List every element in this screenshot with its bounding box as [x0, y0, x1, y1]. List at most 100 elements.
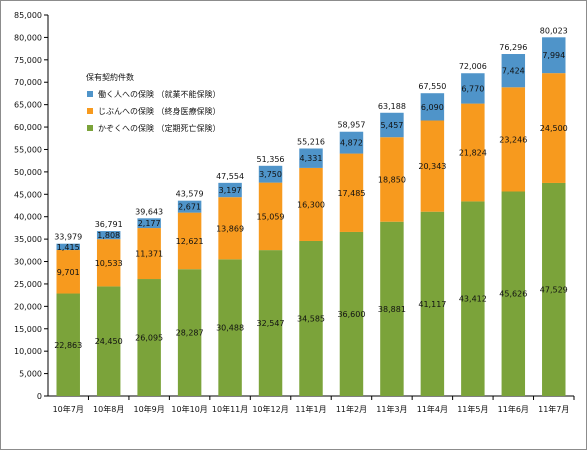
segment-value-label: 32,547 — [257, 319, 285, 328]
segment-value-label: 1,415 — [57, 243, 80, 252]
bar-segment — [542, 73, 566, 183]
x-category-label: 10年8月 — [93, 404, 124, 414]
bar-segment — [56, 250, 80, 294]
bar-segment — [299, 148, 323, 168]
segment-value-label: 10,533 — [95, 259, 123, 268]
legend-entry-label: 働く人への保険 （就業不能保険） — [98, 89, 221, 99]
total-value-label: 36,791 — [95, 220, 123, 229]
total-value-label: 39,643 — [135, 207, 163, 216]
segment-value-label: 16,300 — [297, 200, 325, 209]
x-category-label: 10年9月 — [134, 404, 165, 414]
total-value-label: 55,216 — [297, 138, 325, 147]
segment-value-label: 3,750 — [259, 170, 282, 179]
segment-value-label: 43,412 — [459, 295, 487, 304]
segment-value-label: 30,488 — [216, 324, 244, 333]
y-tick-label: 60,000 — [14, 123, 42, 132]
x-category-label: 10年10月 — [171, 404, 207, 414]
segment-value-label: 7,424 — [502, 67, 525, 76]
bar-segment — [501, 87, 526, 192]
segment-value-label: 2,177 — [138, 219, 161, 228]
bar-segment — [461, 103, 485, 202]
bar-segment — [137, 279, 161, 396]
y-tick-label: 40,000 — [14, 213, 42, 222]
y-tick-label: 85,000 — [14, 11, 42, 20]
x-category-label: 10年11月 — [212, 404, 248, 414]
bar-segment — [177, 200, 202, 213]
y-tick-label: 20,000 — [14, 302, 42, 311]
segment-value-label: 47,529 — [540, 285, 568, 294]
bar-segment — [380, 112, 404, 138]
segment-value-label: 2,671 — [178, 203, 201, 212]
total-value-label: 33,979 — [54, 233, 82, 242]
total-value-label: 67,550 — [418, 82, 446, 91]
segment-value-label: 41,117 — [418, 300, 446, 309]
x-category-label: 11年6月 — [498, 404, 529, 414]
x-category-label: 11年5月 — [457, 404, 488, 414]
legend-title: 保有契約件数 — [86, 72, 134, 82]
bar-segment — [137, 218, 161, 229]
segment-value-label: 4,331 — [300, 154, 323, 163]
bar-segment — [299, 167, 323, 241]
bar-segment — [461, 201, 485, 396]
y-tick-label: 50,000 — [14, 168, 42, 177]
x-category-label: 11年3月 — [376, 404, 407, 414]
y-tick-label: 80,000 — [14, 33, 42, 42]
segment-value-label: 11,371 — [135, 250, 163, 259]
x-category-label: 11年7月 — [538, 404, 569, 414]
bar-segment — [501, 191, 526, 396]
bar-segment — [420, 93, 445, 121]
total-value-label: 43,579 — [176, 190, 204, 199]
segment-value-label: 4,872 — [340, 139, 363, 148]
bar-segment — [56, 243, 80, 251]
bar-segment — [339, 231, 364, 396]
total-value-label: 80,023 — [540, 26, 568, 35]
segment-value-label: 6,770 — [461, 84, 484, 93]
segment-value-label: 45,626 — [499, 290, 527, 299]
bar-segment — [218, 197, 242, 260]
bar-segment — [96, 239, 121, 287]
bar-segment — [258, 165, 283, 183]
segment-value-label: 23,246 — [499, 135, 527, 144]
total-value-label: 72,006 — [459, 62, 487, 71]
bar-segment — [542, 37, 566, 74]
bar-segment — [380, 221, 404, 396]
y-tick-label: 15,000 — [14, 325, 42, 334]
segment-value-label: 38,881 — [378, 305, 406, 314]
bar-segment — [420, 211, 445, 396]
bar-segment — [420, 120, 445, 212]
bar-segment — [380, 137, 404, 222]
bar-segment — [177, 212, 202, 270]
legend-swatch — [87, 108, 93, 114]
x-category-label: 10年7月 — [53, 404, 84, 414]
legend-entry-label: じぶんへの保険 （終身医療保険） — [98, 106, 221, 116]
bar-segment — [137, 228, 161, 280]
segment-value-label: 15,059 — [257, 212, 285, 221]
x-category-label: 10年12月 — [252, 404, 288, 414]
bar-segment — [177, 269, 202, 396]
x-category-label: 11年1月 — [295, 404, 326, 414]
bar-segment — [96, 231, 121, 240]
y-tick-label: 65,000 — [14, 101, 42, 110]
segment-value-label: 24,450 — [95, 337, 123, 346]
y-tick-label: 25,000 — [14, 280, 42, 289]
segment-value-label: 21,824 — [459, 149, 487, 158]
y-tick-label: 45,000 — [14, 190, 42, 199]
y-tick-label: 70,000 — [14, 78, 42, 87]
segment-value-label: 7,994 — [542, 51, 565, 60]
segment-value-label: 18,850 — [378, 175, 406, 184]
bar-segment — [501, 54, 526, 88]
bar-segment — [339, 131, 364, 154]
y-tick-label: 5,000 — [19, 370, 42, 379]
segment-value-label: 28,287 — [176, 329, 204, 338]
legend-swatch — [87, 91, 93, 97]
segment-value-label: 17,485 — [337, 189, 365, 198]
total-value-label: 51,356 — [257, 155, 285, 164]
total-value-label: 76,296 — [499, 43, 527, 52]
segment-value-label: 9,701 — [57, 268, 80, 277]
segment-value-label: 6,090 — [421, 103, 444, 112]
bar-segment — [218, 259, 242, 396]
y-tick-label: 75,000 — [14, 56, 42, 65]
segment-value-label: 12,621 — [176, 237, 204, 246]
segment-value-label: 20,343 — [418, 162, 446, 171]
segment-value-label: 36,600 — [337, 310, 365, 319]
